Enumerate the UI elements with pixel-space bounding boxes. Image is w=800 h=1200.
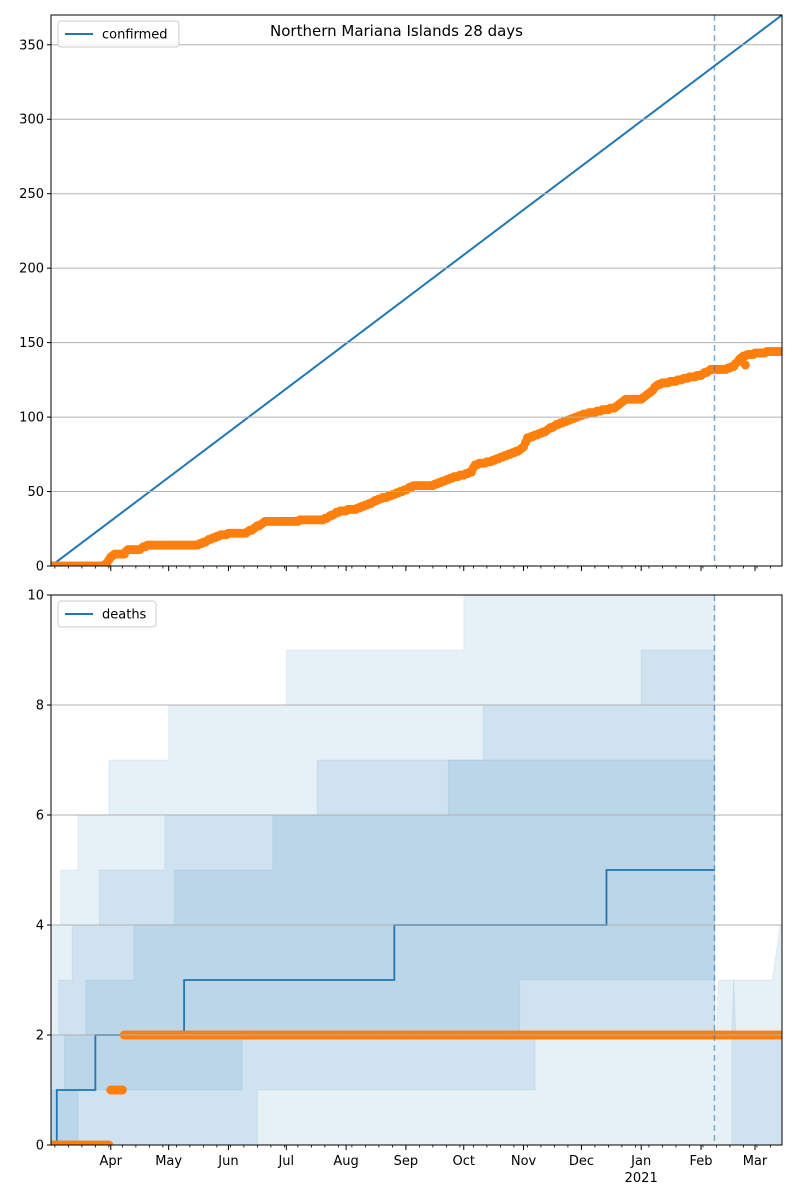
deaths-ytick-label: 0 (36, 1139, 44, 1154)
confirmed-scatter-point (740, 360, 750, 370)
confirmed-legend-box (57, 20, 180, 48)
xtick-label: Aug (333, 1154, 358, 1169)
chart-title: Northern Mariana Islands 28 days (270, 22, 523, 40)
deaths-legend: deaths (57, 600, 157, 628)
confirmed-ytick-label: 350 (19, 38, 44, 53)
deaths-ytick-label: 2 (36, 1029, 44, 1044)
xtick-label: Apr (100, 1154, 123, 1169)
xtick-label: Jun (217, 1154, 238, 1169)
deaths-band-2 (51, 759, 715, 1145)
confirmed-panel: 0 50 100 150 200 250 300 350 Northern Mariana Is… (19, 14, 783, 575)
confirmed-axes-frame (50, 14, 783, 567)
deaths-step-line (51, 869, 715, 1145)
xtick-label: Nov (511, 1154, 537, 1169)
xtick-label: Oct (453, 1154, 475, 1169)
deaths-ytick-label: 6 (36, 809, 44, 824)
confirmed-ytick-label: 0 (36, 560, 44, 575)
deaths-legend-label: deaths (102, 608, 147, 623)
xtick-label: Sep (394, 1154, 419, 1169)
confirmed-ytick-label: 100 (19, 411, 44, 426)
deaths-scatter-point (115, 1085, 125, 1095)
xtick-label: Jul (277, 1154, 294, 1169)
confirmed-scatter-point (775, 347, 782, 357)
deaths-plot-area (51, 595, 782, 1145)
deaths-ytick-label: 8 (36, 699, 44, 714)
confirmed-ytick-label: 150 (19, 336, 44, 351)
confirmed-legend: confirmed (57, 20, 180, 48)
deaths-axes-frame (50, 594, 783, 1146)
xtick-label: Jan (630, 1154, 651, 1169)
confirmed-plot-area (51, 15, 782, 566)
confirmed-ytick-label: 250 (19, 187, 44, 202)
deaths-scatter-point (102, 1140, 112, 1145)
xtick-label: Feb (689, 1154, 712, 1169)
confirmed-ytick-label: 200 (19, 262, 44, 277)
xtick-label: May (155, 1154, 182, 1169)
deaths-legend-box (57, 600, 157, 628)
deaths-ytick-label: 10 (27, 589, 44, 604)
confirmed-ytick-label: 300 (19, 113, 44, 128)
deaths-panel: 0 2 4 6 8 10 Apr May Jun Jul Aug Sep Oct Nov Dec Jan 202… (27, 589, 783, 1186)
xtick-label: Dec (569, 1154, 594, 1169)
confirmed-legend-label: confirmed (102, 28, 168, 43)
confirmed-ytick-label: 50 (27, 485, 44, 500)
xtick-year-label: 2021 (625, 1171, 658, 1186)
xtick-label: Mar (743, 1154, 768, 1169)
deaths-ytick-label: 4 (36, 919, 44, 934)
confirmed-line (51, 15, 782, 566)
